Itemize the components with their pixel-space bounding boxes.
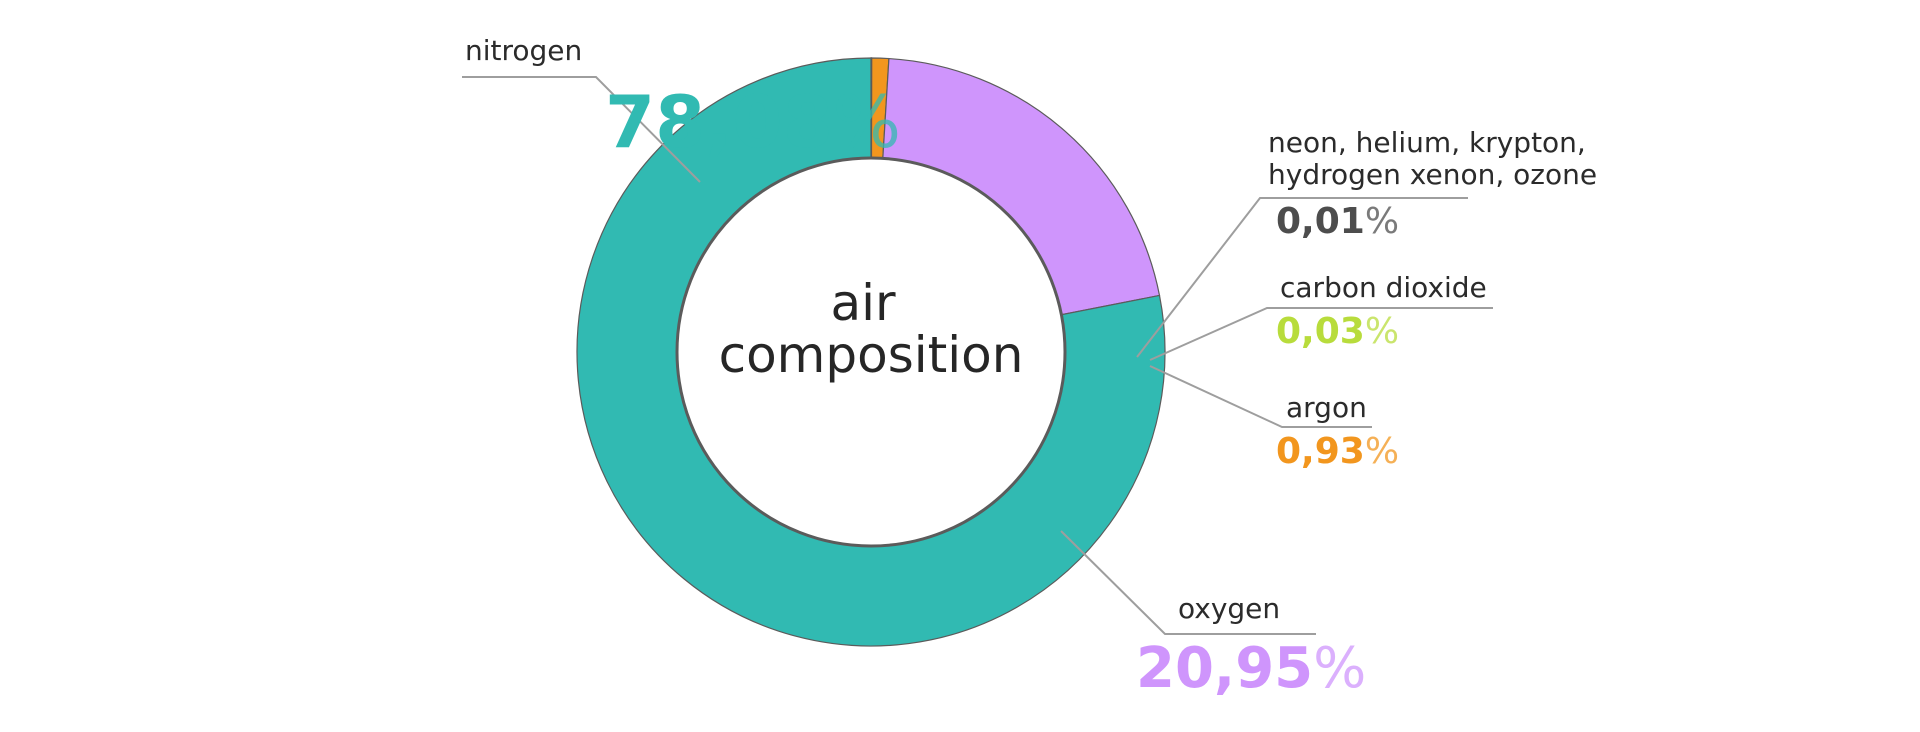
slice-label-argon: argon [1286,391,1367,424]
slice-value: 20,95 [1136,636,1313,701]
slice-value: 78,08 [605,80,833,164]
slice-label-neon: neon, helium, krypton, hydrogen xenon, oz… [1268,126,1597,191]
slice-percent-neon: 0,01% [1276,201,1399,242]
slice-callouts: neon, helium, krypton, hydrogen xenon, oz… [462,34,1597,701]
slice-nitrogen [576,57,1166,647]
percent-sign: % [1365,431,1399,472]
slice-value: 0,01 [1276,201,1365,242]
chart-title-line-2: composition [719,326,1024,384]
leader-line-oxygen [1060,530,1316,635]
leader-line-argon [1149,365,1372,428]
chart-title: air composition [719,274,1024,384]
percent-sign: % [1365,201,1399,242]
leader-line-nitrogen [462,76,701,183]
slice-value: 0,93 [1276,431,1365,472]
percent-sign: % [1313,636,1366,701]
slice-label-line: oxygen [1178,592,1280,625]
slice-percent-argon: 0,93% [1276,431,1399,472]
donut-hole [675,156,1067,548]
slice-label-co2: carbon dioxide [1280,271,1487,304]
slice-percent-oxygen: 20,95% [1136,636,1366,701]
slice-percent-nitrogen: 78,08% [605,80,901,164]
slice-label-line: nitrogen [465,34,582,67]
percent-sign: % [1365,311,1399,352]
leader-line-neon [1136,197,1468,358]
percent-sign: % [833,80,901,164]
chart-title-line-1: air [831,274,897,332]
slice-value: 0,03 [1276,311,1365,352]
slice-label-oxygen: oxygen [1178,592,1280,625]
slice-label-line: hydrogen xenon, ozone [1268,158,1597,191]
slice-label-nitrogen: nitrogen [465,34,582,67]
slice-label-line: carbon dioxide [1280,271,1487,304]
slice-label-line: neon, helium, krypton, [1268,126,1586,159]
slice-label-line: argon [1286,391,1367,424]
slice-percent-co2: 0,03% [1276,311,1399,352]
leader-line-co2 [1149,307,1493,361]
